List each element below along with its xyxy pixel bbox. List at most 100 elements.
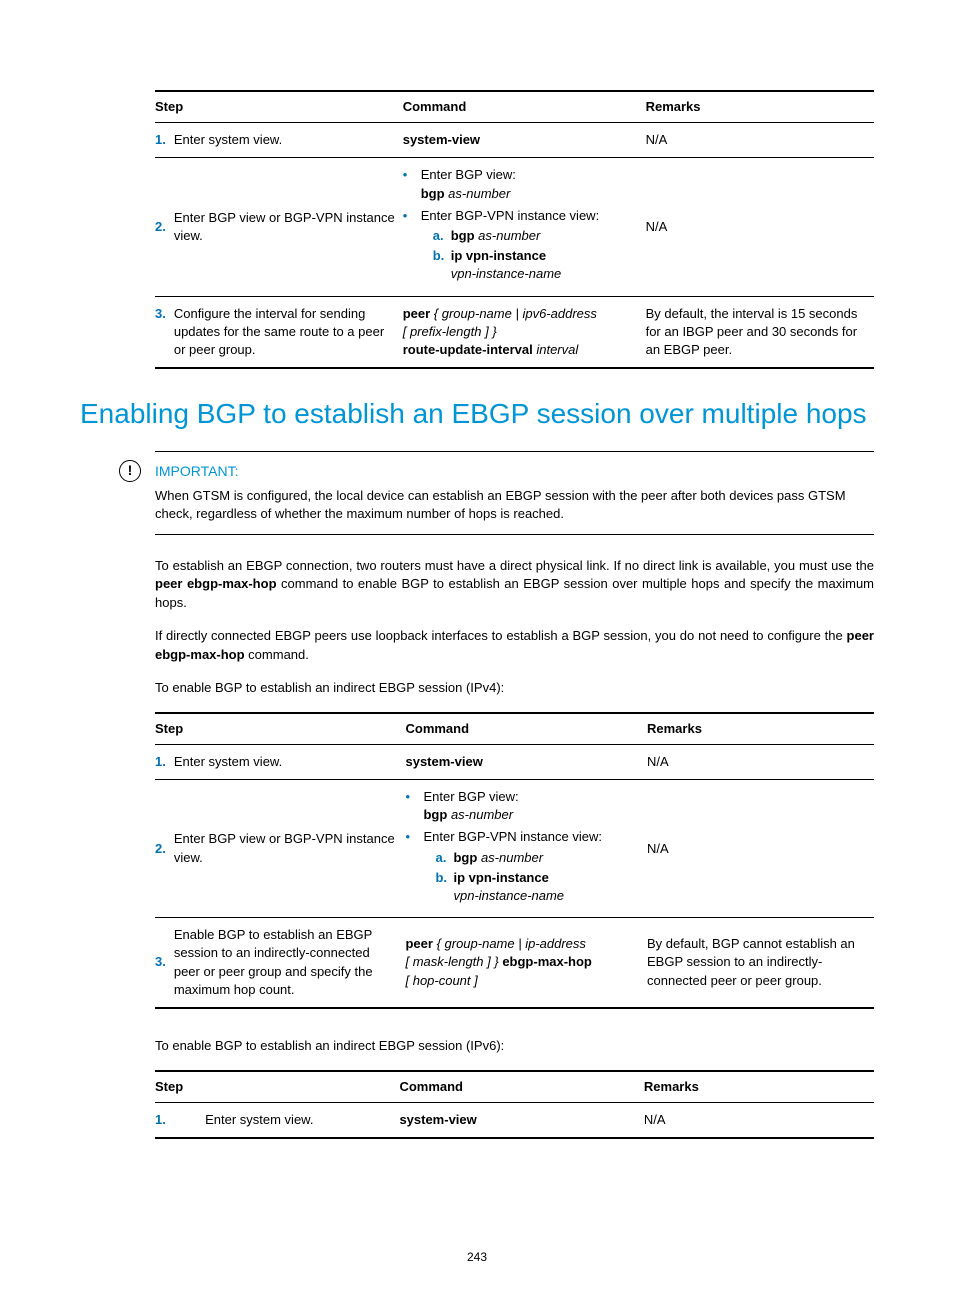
remarks-text: N/A <box>644 1102 874 1138</box>
cmd-cell: peer { group-name | ipv6-address [ prefi… <box>403 296 646 368</box>
cmd-italic: [ hop-count ] <box>405 973 477 988</box>
cmd-sub: a.bgp as-number <box>433 227 638 245</box>
cmd-text: Enter BGP view: <box>423 789 518 804</box>
cmd-bold: bgp <box>421 186 445 201</box>
cmd-bold: bgp <box>423 807 447 822</box>
table-header-row: Step Command Remarks <box>155 91 874 123</box>
sub-label: b. <box>435 869 453 887</box>
table-row: 1. Enter system view. system-view N/A <box>155 744 874 779</box>
cmd-text: Enter BGP-VPN instance view: <box>423 829 601 844</box>
step-number: 1. <box>155 1112 166 1127</box>
paragraph: To enable BGP to establish an indirect E… <box>155 1037 874 1056</box>
cmd-italic: [ mask-length ] } <box>405 954 502 969</box>
cmd-cell: Enter BGP view: bgp as-number Enter BGP-… <box>403 158 646 296</box>
section-heading: Enabling BGP to establish an EBGP sessio… <box>80 397 874 431</box>
step-text: Enter system view. <box>174 123 403 158</box>
cmd-text: system-view <box>405 754 482 769</box>
cmd-bold: ip vpn-instance <box>451 248 546 263</box>
table-row: 1. Enter system view. system-view N/A <box>155 1102 874 1138</box>
cmd-cell: peer { group-name | ip-address [ mask-le… <box>405 918 647 1008</box>
cmd-italic: as-number <box>451 807 513 822</box>
remarks-text: N/A <box>647 744 874 779</box>
cmd-cell: Enter BGP view: bgp as-number Enter BGP-… <box>405 780 647 918</box>
th-step: Step <box>155 1071 399 1103</box>
paragraph: To establish an EBGP connection, two rou… <box>155 557 874 614</box>
step-text: Enter BGP view or BGP-VPN instance view. <box>174 780 406 918</box>
th-remarks: Remarks <box>646 91 874 123</box>
remarks-text: By default, the interval is 15 seconds f… <box>646 296 874 368</box>
th-remarks: Remarks <box>644 1071 874 1103</box>
cmd-bold: peer <box>405 936 432 951</box>
step-number: 2. <box>155 841 166 856</box>
th-remarks: Remarks <box>647 713 874 745</box>
cmd-bold: bgp <box>453 850 477 865</box>
table-row: 1. Enter system view. system-view N/A <box>155 123 874 158</box>
step-number: 1. <box>155 132 166 147</box>
content: Step Command Remarks 1. Enter system vie… <box>155 90 874 369</box>
text: If directly connected EBGP peers use loo… <box>155 628 847 643</box>
cmd-sub: b.ip vpn-instance vpn-instance-name <box>435 869 639 905</box>
text: command. <box>245 647 309 662</box>
cmd-italic: { group-name | ipv6-address <box>430 306 597 321</box>
cmd-bold: bgp <box>451 228 475 243</box>
step-text: Enter BGP view or BGP-VPN instance view. <box>174 158 403 296</box>
th-step: Step <box>155 91 403 123</box>
cmd-bold: ip vpn-instance <box>453 870 548 885</box>
table-row: 2. Enter BGP view or BGP-VPN instance vi… <box>155 158 874 296</box>
sub-label: a. <box>433 227 451 245</box>
text-bold: peer ebgp-max-hop <box>155 576 277 591</box>
cmd-text: Enter BGP-VPN instance view: <box>421 208 599 223</box>
step-text: Enable BGP to establish an EBGP session … <box>174 918 406 1008</box>
step-text: Enter system view. <box>174 744 406 779</box>
important-callout: ! IMPORTANT: When GTSM is configured, th… <box>155 451 874 535</box>
th-command: Command <box>403 91 646 123</box>
th-command: Command <box>405 713 647 745</box>
table-row: 3. Configure the interval for sending up… <box>155 296 874 368</box>
step-text: Enter system view. <box>205 1102 399 1138</box>
cmd-bullet: Enter BGP view: bgp as-number <box>405 788 639 824</box>
cmd-text: Enter BGP view: <box>421 167 516 182</box>
remarks-text: N/A <box>646 158 874 296</box>
important-text: When GTSM is configured, the local devic… <box>155 487 874 523</box>
cmd-bold: route-update-interval <box>403 342 533 357</box>
warning-icon: ! <box>119 460 141 482</box>
text: To establish an EBGP connection, two rou… <box>155 558 874 573</box>
table-row: 2. Enter BGP view or BGP-VPN instance vi… <box>155 780 874 918</box>
cmd-italic: { group-name | ip-address <box>433 936 586 951</box>
step-number: 1. <box>155 754 166 769</box>
cmd-text: system-view <box>399 1112 476 1127</box>
table-1: Step Command Remarks 1. Enter system vie… <box>155 90 874 369</box>
cmd-sub: a.bgp as-number <box>435 849 639 867</box>
page: Step Command Remarks 1. Enter system vie… <box>0 0 954 1296</box>
page-number: 243 <box>0 1249 954 1266</box>
remarks-text: By default, BGP cannot establish an EBGP… <box>647 918 874 1008</box>
cmd-sub: b.ip vpn-instancevpn-instance-name <box>433 247 638 283</box>
step-text: Configure the interval for sending updat… <box>174 296 403 368</box>
cmd-italic: as-number <box>448 186 510 201</box>
remarks-text: N/A <box>646 123 874 158</box>
sub-label: a. <box>435 849 453 867</box>
step-number: 2. <box>155 219 166 234</box>
paragraph: To enable BGP to establish an indirect E… <box>155 679 874 698</box>
th-command: Command <box>399 1071 643 1103</box>
cmd-bullet: Enter BGP-VPN instance view: a.bgp as-nu… <box>403 207 638 284</box>
cmd-italic: as-number <box>481 850 543 865</box>
cmd-bullet: Enter BGP-VPN instance view: a.bgp as-nu… <box>405 828 639 905</box>
table-3: Step Command Remarks 1. Enter system vie… <box>155 1070 874 1139</box>
cmd-italic: [ prefix-length ] } <box>403 324 497 339</box>
cmd-bold: ebgp-max-hop <box>502 954 592 969</box>
cmd-italic: vpn-instance-name <box>453 888 564 903</box>
cmd-italic: interval <box>533 342 579 357</box>
step-number: 3. <box>155 306 166 321</box>
table-row: 3. Enable BGP to establish an EBGP sessi… <box>155 918 874 1008</box>
section-body: ! IMPORTANT: When GTSM is configured, th… <box>155 451 874 1140</box>
remarks-text: N/A <box>647 780 874 918</box>
cmd-bullet: Enter BGP view: bgp as-number <box>403 166 638 202</box>
table-2: Step Command Remarks 1. Enter system vie… <box>155 712 874 1009</box>
cmd-italic: vpn-instance-name <box>451 266 562 281</box>
important-label: IMPORTANT: <box>155 462 874 482</box>
cmd-text: system-view <box>403 132 480 147</box>
table-header-row: Step Command Remarks <box>155 1071 874 1103</box>
cmd-bold: peer <box>403 306 430 321</box>
paragraph: If directly connected EBGP peers use loo… <box>155 627 874 665</box>
